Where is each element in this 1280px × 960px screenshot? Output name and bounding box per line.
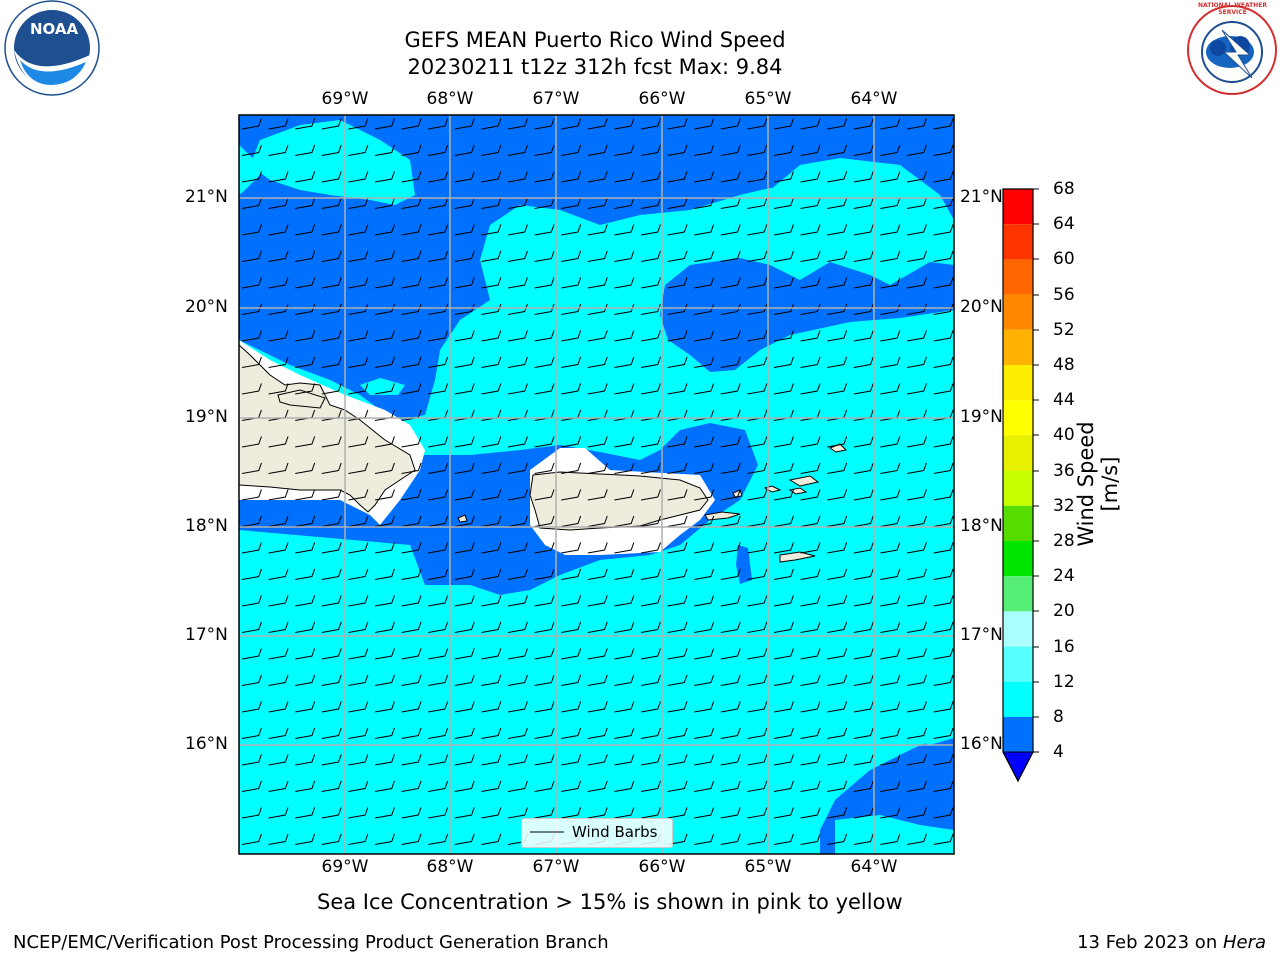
colorbar-tick: 28 [1053,531,1075,551]
footer-date: 13 Feb 2023 on [1077,932,1223,953]
lat-label-left: 19°N [185,407,228,427]
lat-label-left: 21°N [185,187,228,207]
lon-label-bottom: 67°W [532,857,580,877]
colorbar-tick: 48 [1053,355,1075,375]
lat-label-left: 20°N [185,297,228,317]
colorbar-tick: 4 [1053,742,1064,762]
footer-machine: Hera [1222,932,1266,953]
colorbar-tick: 36 [1053,461,1075,481]
colorbar [1002,188,1039,783]
lon-label-top: 66°W [638,89,686,109]
colorbar-tick: 56 [1053,285,1075,305]
colorbar-tick: 68 [1053,179,1075,199]
colorbar-tick: 64 [1053,214,1075,234]
colorbar-tick: 60 [1053,249,1075,269]
colorbar-tick: 40 [1053,425,1075,445]
lon-label-top: 65°W [744,89,792,109]
footer-right: 13 Feb 2023 on Hera [1077,932,1266,953]
map-legend: Wind Barbs [521,818,673,848]
colorbar-tick: 52 [1053,320,1075,340]
wind-barb-legend-icon [530,831,564,833]
nws-logo [1187,5,1277,95]
colorbar-label: Wind Speed [m/s] [1074,421,1122,547]
lat-label-right: 19°N [960,407,1003,427]
colorbar-tick: 24 [1053,566,1075,586]
map-frame [238,114,955,855]
title-line1: GEFS MEAN Puerto Rico Wind Speed [404,28,786,52]
lon-label-bottom: 65°W [744,857,792,877]
lon-label-top: 64°W [850,89,898,109]
lat-label-right: 16°N [960,734,1003,754]
lat-label-right: 20°N [960,297,1003,317]
lon-label-top: 67°W [532,89,580,109]
sea-ice-note: Sea Ice Concentration > 15% is shown in … [317,890,903,914]
lat-label-left: 16°N [185,734,228,754]
colorbar-tick: 20 [1053,601,1075,621]
lon-label-top: 68°W [426,89,474,109]
lon-label-top: 69°W [321,89,369,109]
legend-label: Wind Barbs [572,823,658,841]
lat-label-right: 21°N [960,187,1003,207]
colorbar-tick: 44 [1053,390,1075,410]
footer-left: NCEP/EMC/Verification Post Processing Pr… [13,932,609,953]
colorbar-tick: 16 [1053,637,1075,657]
colorbar-tick: 12 [1053,672,1075,692]
graticule [239,115,954,854]
lat-label-left: 17°N [185,625,228,645]
noaa-logo-text: NOAA [30,20,79,38]
noaa-logo [4,0,100,96]
lat-label-left: 18°N [185,516,228,536]
lon-label-bottom: 69°W [321,857,369,877]
wind-speed-field [239,115,954,854]
lat-label-right: 17°N [960,625,1003,645]
colorbar-tick: 8 [1053,707,1064,727]
lon-label-bottom: 68°W [426,857,474,877]
lat-label-right: 18°N [960,516,1003,536]
nws-logo-text: NATIONAL WEATHER SERVICE [1198,2,1267,16]
colorbar-tick: 32 [1053,496,1075,516]
title-line2: 20230211 t12z 312h fcst Max: 9.84 [407,55,783,79]
lon-label-bottom: 66°W [638,857,686,877]
lon-label-bottom: 64°W [850,857,898,877]
